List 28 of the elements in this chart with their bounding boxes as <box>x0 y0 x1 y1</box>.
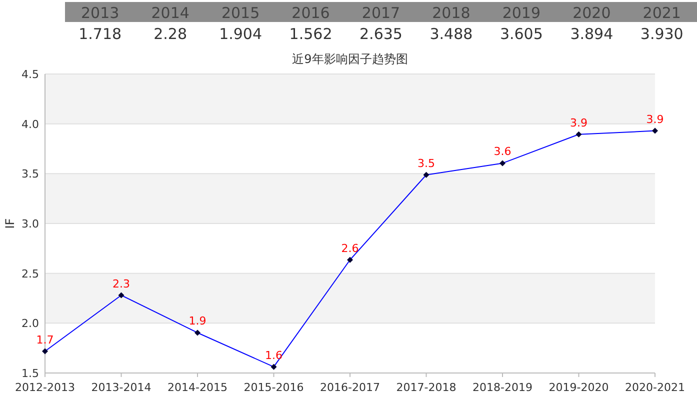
x-tick-label: 2019-2020 <box>548 381 609 394</box>
y-tick-label: 3.0 <box>22 218 39 230</box>
data-label: 2.6 <box>341 242 359 255</box>
x-tick-label: 2020-2021 <box>625 381 685 394</box>
x-tick-label: 2017-2018 <box>396 381 456 394</box>
x-tick-label: 2016-2017 <box>320 381 380 394</box>
table: 2013 2014 2015 2016 2017 2018 2019 2020 2021 1.718 2.28 1.904 1.562 2.635 3.488 3.605 3.894 3.930 <box>65 2 697 43</box>
y-tick-label: 4.0 <box>22 118 39 131</box>
data-label: 1.7 <box>36 333 54 346</box>
chart-title: 近9年影响因子趋势图 <box>292 52 408 66</box>
y-axis-title: IF <box>3 218 17 229</box>
x-tick-label: 2015-2016 <box>244 381 304 394</box>
data-label: 3.9 <box>570 116 588 130</box>
data-label: 3.9 <box>646 112 664 126</box>
y-tick-label: 2.5 <box>22 267 39 280</box>
data-label: 1.9 <box>188 314 206 328</box>
x-tick-label: 2014-2015 <box>168 381 228 394</box>
data-label: 2.3 <box>112 277 130 290</box>
y-tick-label: 1.5 <box>22 367 39 380</box>
data-label: 3.5 <box>418 156 435 170</box>
y-tick-label: 4.5 <box>22 68 39 81</box>
x-tick-label: 2012-2013 <box>15 381 75 394</box>
x-tick-label: 2013-2014 <box>91 381 152 394</box>
y-tick-label: 2.0 <box>22 317 39 330</box>
x-tick-label: 2018-2019 <box>472 381 532 394</box>
data-label: 1.6 <box>265 348 282 362</box>
data-label: 3.6 <box>494 145 512 158</box>
y-tick-label: 3.5 <box>22 168 39 181</box>
